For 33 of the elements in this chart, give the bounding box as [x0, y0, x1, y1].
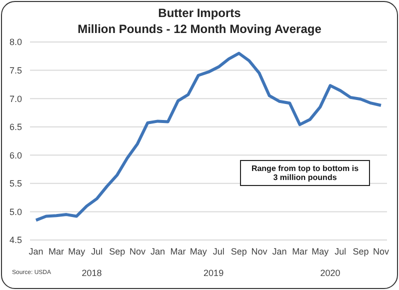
chart-title: Butter Imports: [157, 5, 242, 21]
y-tick-label: 5.5: [9, 178, 22, 189]
y-tick-label: 4.5: [9, 235, 22, 246]
x-tick-label: Jul: [334, 246, 346, 256]
x-tick-label: Sep: [230, 246, 247, 256]
y-tick-label: 7.5: [9, 65, 22, 76]
y-tick-label: 5.0: [9, 206, 22, 217]
x-tick-label: May: [312, 246, 330, 256]
x-tick-label: Nov: [372, 246, 390, 256]
line-series: [34, 52, 382, 222]
text: 2019: [202, 268, 225, 278]
x-tick-label: Sep: [109, 246, 126, 256]
text: 2018: [80, 268, 103, 278]
y-tick-label: 6.5: [9, 122, 22, 132]
y-tick-label: 7.0: [9, 94, 22, 104]
x-tick-label: Mar: [292, 246, 308, 256]
x-tick-label: Jul: [212, 246, 224, 256]
annotation: Range from top to bottom is 3 million pounds: [240, 160, 370, 186]
x-tick-label: Mar: [48, 246, 64, 256]
x-tick-label: May: [68, 246, 86, 256]
chart-subtitle: Million Pounds - 12 Month Moving Average: [76, 21, 322, 37]
y-tick-label: 6.0: [9, 150, 22, 160]
y-tick-label: 8.0: [9, 37, 22, 48]
x-tick-label: Jan: [272, 246, 287, 256]
x-tick-label: Jan: [150, 246, 166, 256]
x-tick-label: Nov: [129, 246, 146, 256]
x-tick-label: Jul: [91, 246, 103, 256]
x-tick-label: Mar: [170, 246, 186, 256]
x-tick-label: Nov: [251, 246, 268, 256]
x-tick-label: May: [190, 246, 208, 256]
x-tick-label: Jan: [28, 246, 44, 256]
text: 2020: [319, 268, 342, 278]
x-tick-label: Sep: [352, 246, 369, 256]
